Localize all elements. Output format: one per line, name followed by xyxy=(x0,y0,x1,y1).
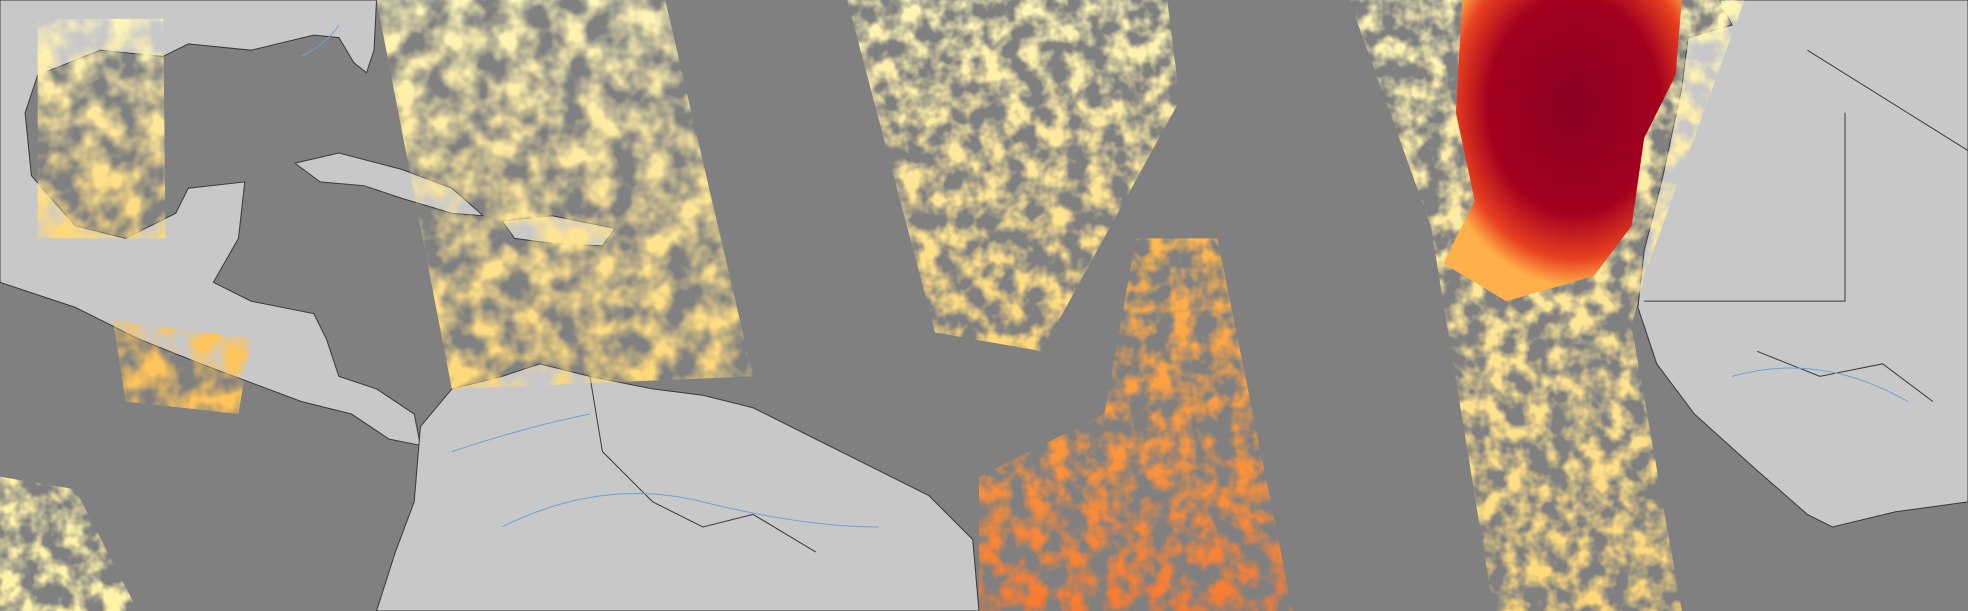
borders-layer xyxy=(589,49,1968,553)
land-north-america xyxy=(0,0,422,447)
aerosol-swath-caribbean xyxy=(376,0,754,389)
river xyxy=(501,492,879,528)
border-line xyxy=(589,376,817,553)
border-line xyxy=(1807,49,1968,151)
aerosol-swaths xyxy=(0,0,1745,611)
river xyxy=(1731,367,1909,402)
aerosol-swath-atlantic-north xyxy=(847,0,1180,352)
rivers-layer xyxy=(300,24,1909,528)
aerosol-plume-dust xyxy=(1443,0,1682,302)
aerosol-swath-africa xyxy=(1349,0,1745,611)
river xyxy=(300,24,340,57)
aerosol-spot-central-america xyxy=(112,319,252,415)
aerosol-swath-atlantic-south xyxy=(978,238,1293,611)
border-line xyxy=(1756,350,1934,402)
border-line xyxy=(1644,112,1846,302)
river xyxy=(451,413,590,453)
aerosol-swath-gulf xyxy=(37,18,166,239)
aerosol-spot-pacific xyxy=(0,476,139,611)
